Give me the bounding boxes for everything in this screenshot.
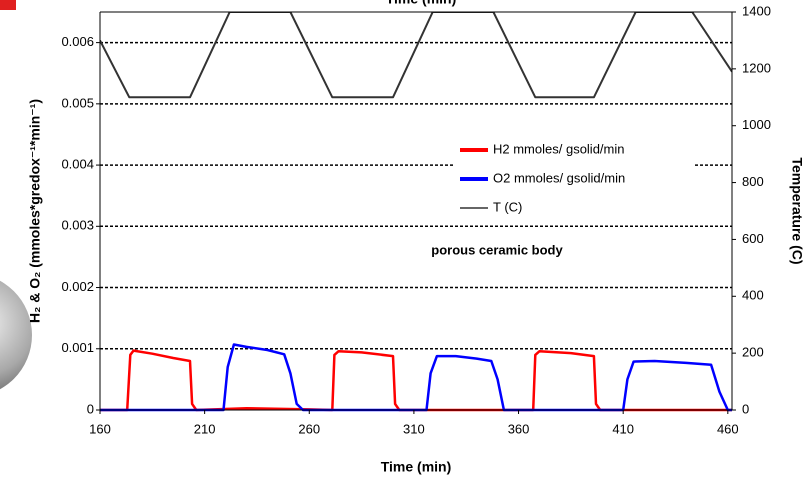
annotation-box bbox=[330, 230, 665, 272]
y2-tick-label: 800 bbox=[742, 174, 764, 189]
y2-tick-label: 400 bbox=[742, 288, 764, 303]
y-axis-label: H₂ & O₂ (mmoles*gredox⁻¹*min⁻¹) bbox=[27, 99, 43, 323]
x-tick-label: 360 bbox=[508, 421, 530, 436]
series-line bbox=[100, 343, 732, 412]
series-line bbox=[100, 349, 732, 412]
top-axis-label: Time (min) bbox=[386, 0, 457, 7]
x-tick-label: 160 bbox=[89, 421, 111, 436]
y-tick-label: 0.003 bbox=[61, 218, 94, 233]
x-tick-label: 410 bbox=[612, 421, 634, 436]
y2-tick-label: 1400 bbox=[742, 3, 771, 18]
x-tick-label: 460 bbox=[717, 421, 739, 436]
legend-label: T (C) bbox=[493, 199, 522, 214]
y2-tick-label: 600 bbox=[742, 231, 764, 246]
y-tick-label: 0.006 bbox=[61, 34, 94, 49]
decoration bbox=[0, 0, 16, 10]
y-tick-label: 0.005 bbox=[61, 95, 94, 110]
y-tick-label: 0.001 bbox=[61, 340, 94, 355]
annotation: porous ceramic body bbox=[431, 242, 563, 257]
x-tick-label: 210 bbox=[194, 421, 216, 436]
y-tick-label: 0.002 bbox=[61, 279, 94, 294]
legend-label: O2 mmoles/ gsolid/min bbox=[493, 170, 625, 185]
x-axis-label: Time (min) bbox=[381, 459, 452, 475]
legend-box bbox=[455, 138, 695, 222]
y-tick-label: 0.004 bbox=[61, 157, 94, 172]
series-line bbox=[100, 12, 732, 99]
y2-tick-label: 1000 bbox=[742, 117, 771, 132]
y2-tick-label: 0 bbox=[742, 401, 749, 416]
x-tick-label: 260 bbox=[298, 421, 320, 436]
y2-tick-label: 200 bbox=[742, 345, 764, 360]
legend-label: H2 mmoles/ gsolid/min bbox=[493, 141, 625, 156]
y-tick-label: 0 bbox=[87, 401, 94, 416]
y2-axis-label: Temperature (C) bbox=[789, 157, 805, 264]
y2-tick-label: 1200 bbox=[742, 60, 771, 75]
x-tick-label: 310 bbox=[403, 421, 425, 436]
decoration bbox=[0, 280, 32, 390]
